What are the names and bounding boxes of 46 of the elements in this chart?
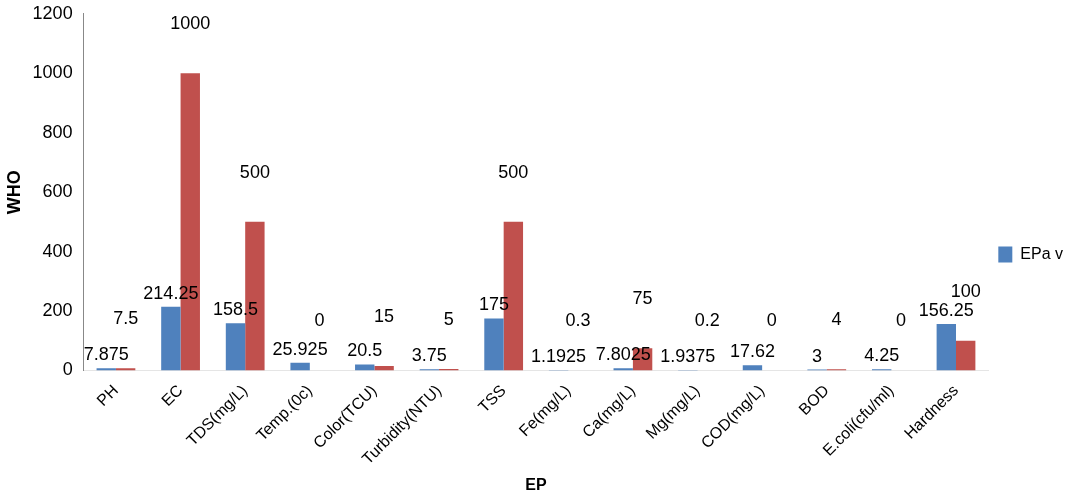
data-label: 3 — [812, 345, 823, 366]
data-label: 1.1925 — [531, 346, 587, 367]
data-label: 4 — [831, 309, 842, 330]
data-label: 7.875 — [83, 344, 129, 365]
data-label: 25.925 — [272, 338, 328, 359]
bar — [956, 340, 976, 371]
data-label: 20.5 — [347, 340, 383, 361]
data-label: 0 — [896, 310, 907, 331]
data-label: 4.25 — [864, 345, 900, 366]
data-label: 0.2 — [694, 310, 720, 331]
data-label: 0 — [314, 310, 325, 331]
data-label: 17.62 — [729, 341, 775, 362]
data-label: 5 — [443, 308, 454, 329]
data-label: 75 — [632, 288, 653, 309]
bar — [355, 364, 375, 371]
data-label: 500 — [498, 161, 529, 182]
bar — [161, 306, 181, 371]
data-label: 1000 — [170, 13, 211, 34]
data-label: 7.5 — [113, 308, 139, 329]
bar — [742, 365, 763, 371]
x-tick-label: TSS — [474, 381, 509, 416]
bar — [290, 362, 310, 371]
bar — [225, 323, 246, 371]
data-label: 0 — [766, 310, 777, 331]
y-tick-label: 1200 — [32, 2, 73, 23]
y-tick-label: 800 — [42, 121, 73, 142]
bar — [936, 324, 956, 371]
x-axis-title: EP — [525, 475, 547, 493]
y-tick-label: 200 — [42, 300, 73, 320]
data-label: 15 — [374, 305, 395, 326]
data-label: 3.75 — [411, 345, 447, 366]
data-label: 0.3 — [565, 310, 591, 331]
data-label: 100 — [950, 280, 981, 301]
y-tick-label: 600 — [42, 181, 73, 202]
data-label: 156.25 — [918, 300, 974, 320]
y-tick-label: 400 — [42, 240, 73, 261]
data-label: 1.9375 — [660, 345, 716, 366]
bar — [374, 366, 394, 371]
y-tick-label: 1000 — [32, 62, 73, 83]
y-axis-title: WHO — [3, 170, 24, 215]
bar — [484, 318, 504, 371]
y-tick-label: 0 — [62, 359, 73, 380]
legend-label: EPa v — [1020, 244, 1063, 262]
x-tick-label: PH — [93, 381, 122, 410]
x-tick-label: EC — [158, 381, 186, 410]
data-label: 500 — [239, 161, 270, 182]
